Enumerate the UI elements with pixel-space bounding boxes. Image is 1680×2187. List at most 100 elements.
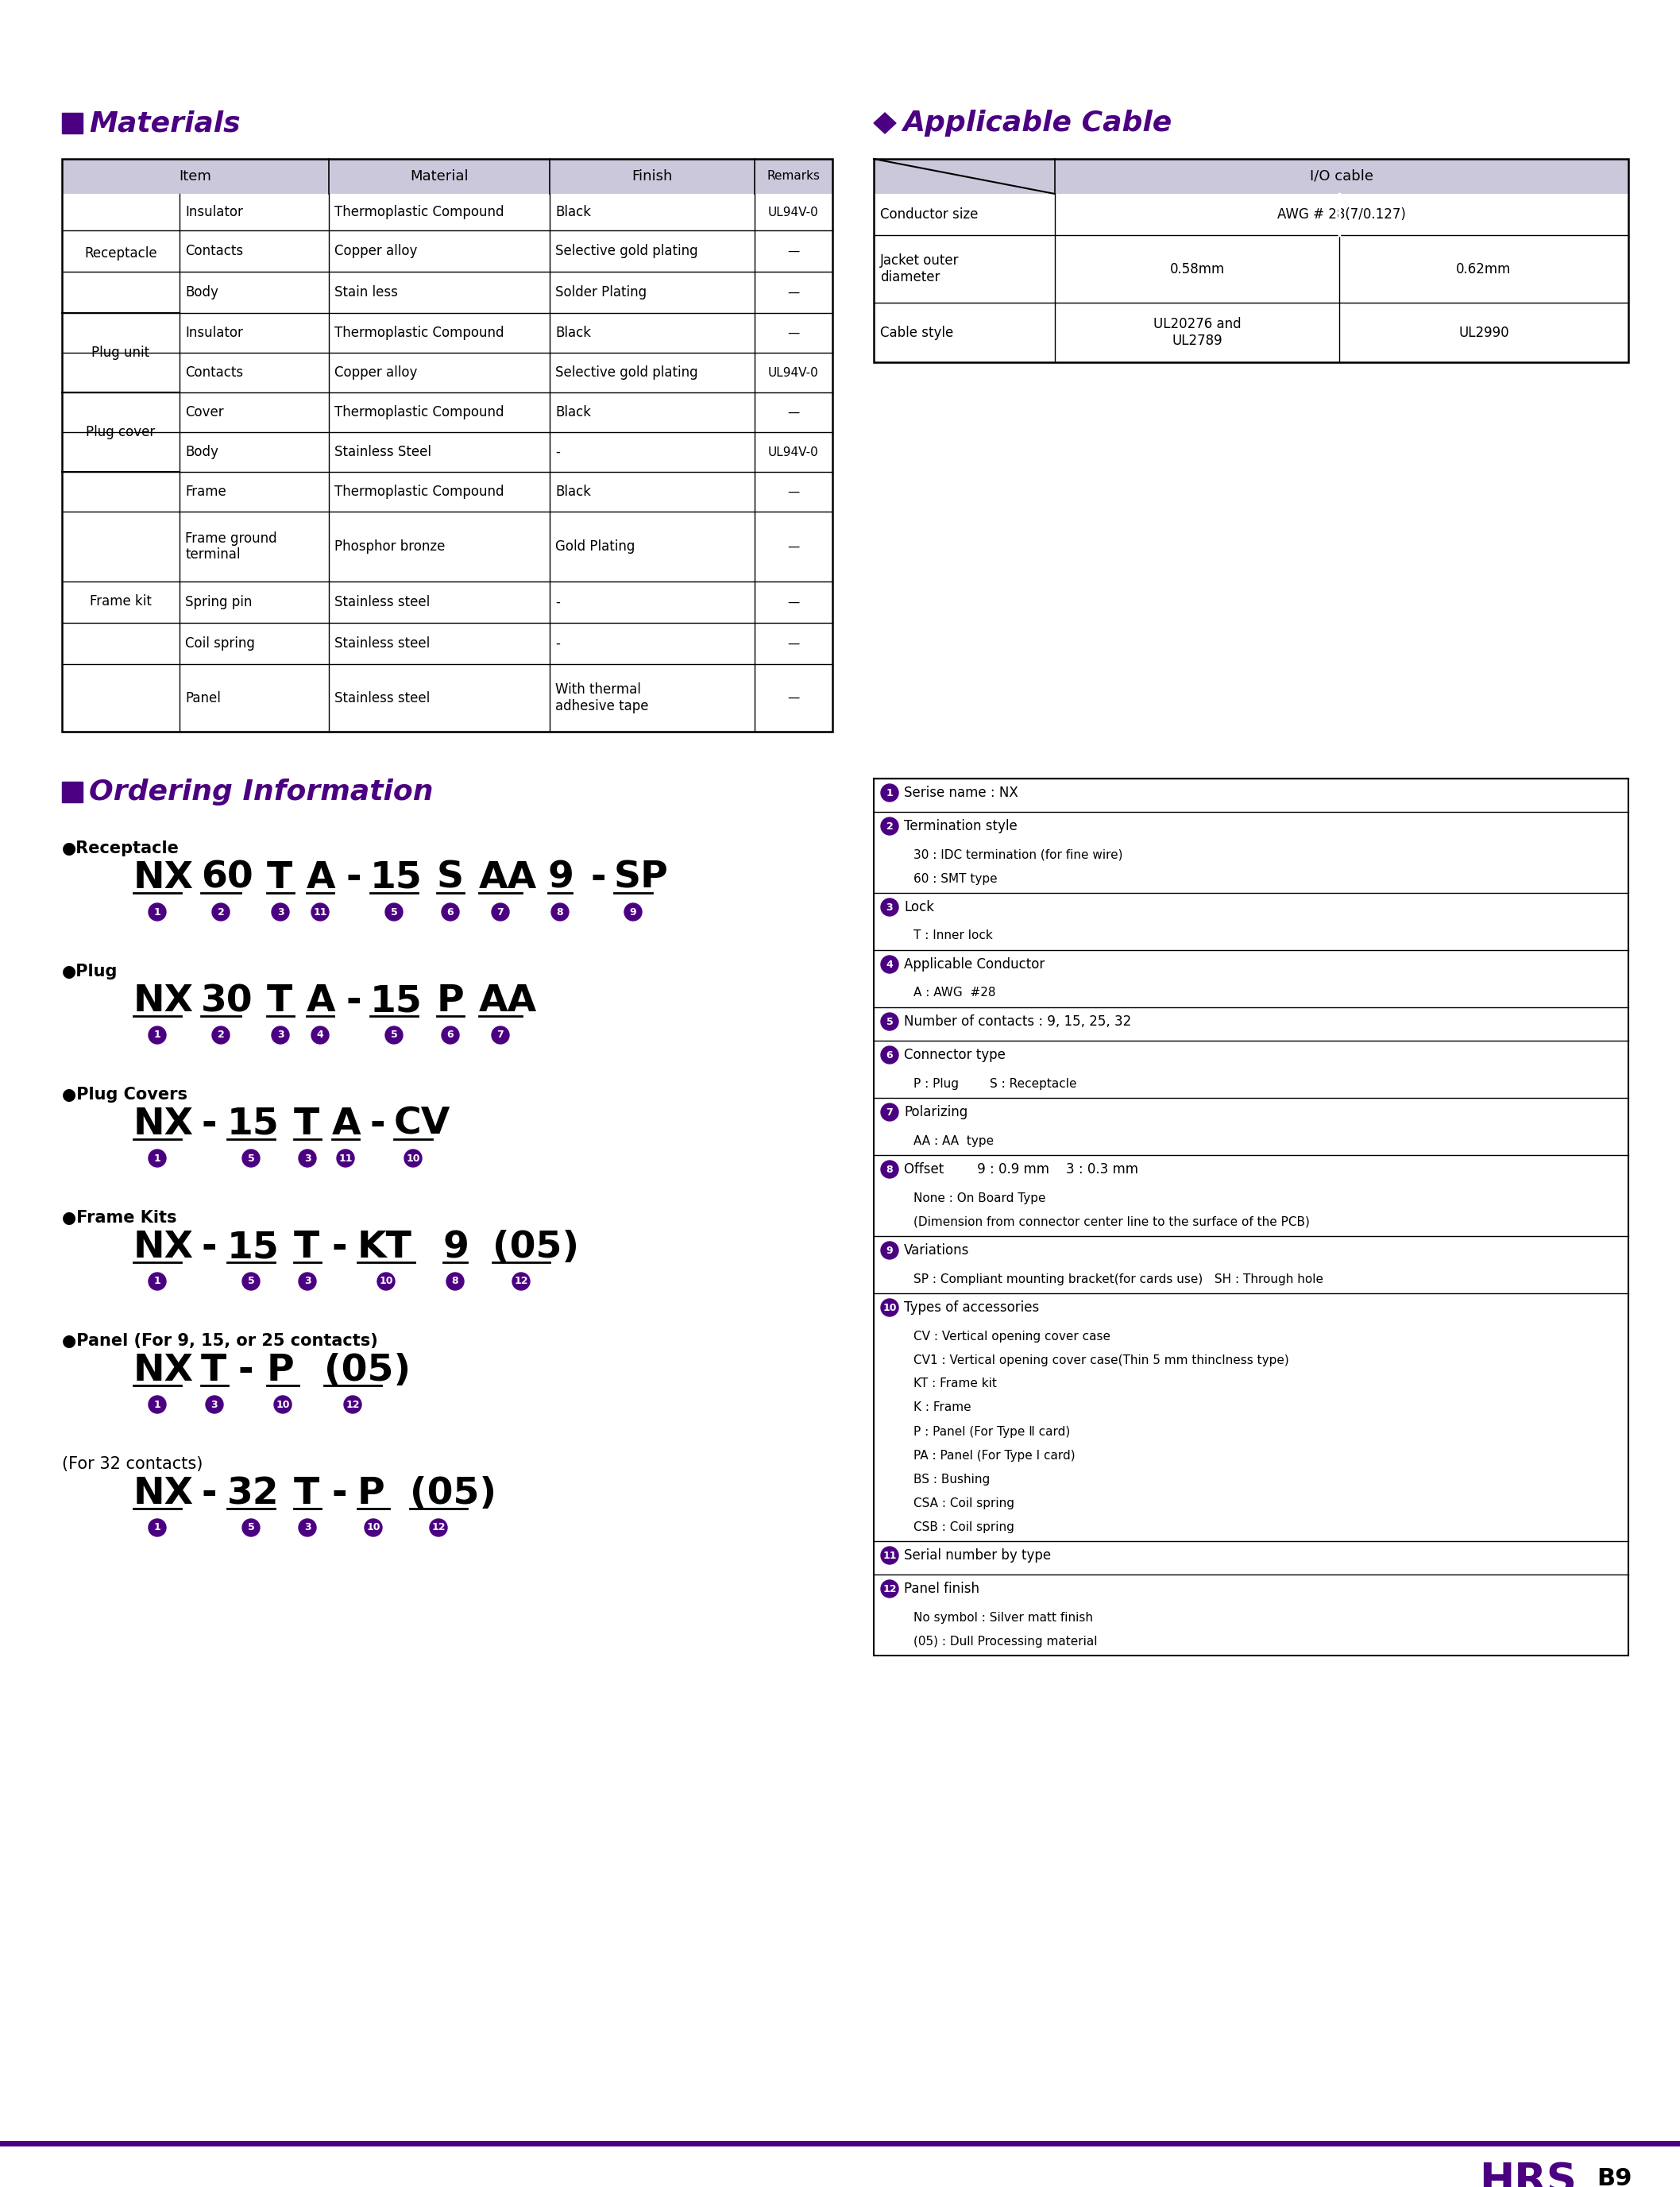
- Text: —: —: [788, 407, 800, 418]
- Circle shape: [148, 903, 166, 921]
- Text: Remarks: Remarks: [768, 171, 820, 182]
- Circle shape: [880, 1546, 899, 1564]
- Text: ●Plug: ●Plug: [62, 964, 118, 980]
- Circle shape: [299, 1150, 316, 1168]
- Text: 60 : SMT type: 60 : SMT type: [914, 873, 998, 884]
- Text: (05): (05): [324, 1354, 410, 1389]
- Text: Contacts: Contacts: [185, 245, 244, 258]
- Circle shape: [242, 1150, 260, 1168]
- Text: Stainless steel: Stainless steel: [334, 636, 430, 650]
- Text: 15: 15: [370, 859, 422, 897]
- Text: PA : Panel (For Type Ⅰ card): PA : Panel (For Type Ⅰ card): [914, 1450, 1075, 1461]
- Circle shape: [311, 903, 329, 921]
- Text: Offset        9 : 0.9 mm    3 : 0.3 mm: Offset 9 : 0.9 mm 3 : 0.3 mm: [904, 1161, 1139, 1177]
- Text: NX: NX: [133, 1354, 193, 1389]
- Text: T: T: [294, 1107, 319, 1142]
- Text: ●Receptacle: ●Receptacle: [62, 840, 180, 857]
- Text: P: P: [267, 1354, 294, 1389]
- Text: 15: 15: [227, 1107, 279, 1142]
- Text: -: -: [202, 1476, 217, 1511]
- Text: CV : Vertical opening cover case: CV : Vertical opening cover case: [914, 1330, 1110, 1343]
- Text: —: —: [788, 691, 800, 704]
- Text: HRS: HRS: [1478, 2161, 1578, 2187]
- Circle shape: [148, 1395, 166, 1413]
- Text: Applicable Cable: Applicable Cable: [902, 109, 1173, 136]
- Text: Stainless Steel: Stainless Steel: [334, 444, 432, 459]
- Circle shape: [242, 1520, 260, 1537]
- Text: Black: Black: [554, 206, 591, 219]
- Text: 10: 10: [380, 1277, 393, 1286]
- Text: Selective gold plating: Selective gold plating: [554, 365, 697, 381]
- Text: A: A: [307, 859, 336, 897]
- Text: 1: 1: [885, 787, 894, 798]
- Circle shape: [430, 1520, 447, 1537]
- Circle shape: [442, 1026, 459, 1043]
- Text: T : Inner lock: T : Inner lock: [914, 929, 993, 943]
- Text: 7: 7: [497, 1030, 504, 1041]
- Text: Receptacle: Receptacle: [84, 247, 158, 260]
- Text: T: T: [267, 984, 292, 1019]
- Text: 5: 5: [247, 1522, 254, 1533]
- Bar: [62, 114, 82, 133]
- Text: 4: 4: [316, 1030, 324, 1041]
- Circle shape: [551, 903, 570, 921]
- Circle shape: [336, 1150, 354, 1168]
- Circle shape: [311, 1026, 329, 1043]
- Circle shape: [212, 903, 230, 921]
- Text: -: -: [333, 1476, 348, 1511]
- Text: Jacket outer
diameter: Jacket outer diameter: [880, 254, 959, 284]
- Bar: [874, 779, 1628, 1656]
- Text: Body: Body: [185, 444, 218, 459]
- Text: SP : Compliant mounting bracket(for cards use)   SH : Through hole: SP : Compliant mounting bracket(for card…: [914, 1273, 1324, 1286]
- Text: 5: 5: [390, 1030, 398, 1041]
- Text: Lock: Lock: [904, 901, 934, 914]
- Text: UL94V-0: UL94V-0: [768, 367, 818, 378]
- Text: 32: 32: [227, 1476, 279, 1511]
- Circle shape: [447, 1273, 464, 1290]
- Text: Applicable Conductor: Applicable Conductor: [904, 958, 1045, 971]
- Text: Black: Black: [554, 405, 591, 420]
- Text: ●Frame Kits: ●Frame Kits: [62, 1209, 176, 1225]
- Text: UL20276 and
UL2789: UL20276 and UL2789: [1152, 317, 1242, 348]
- Text: 10: 10: [882, 1303, 897, 1312]
- Bar: [874, 160, 1628, 195]
- Text: AA: AA: [479, 984, 538, 1019]
- Circle shape: [148, 1273, 166, 1290]
- Text: 4: 4: [885, 960, 894, 969]
- Text: Contacts: Contacts: [185, 365, 244, 381]
- Circle shape: [880, 899, 899, 916]
- Text: BS : Bushing: BS : Bushing: [914, 1474, 990, 1485]
- Text: —: —: [788, 639, 800, 650]
- Text: 1: 1: [155, 1522, 161, 1533]
- Text: P: P: [358, 1476, 385, 1511]
- Text: AWG # 28(7/0.127): AWG # 28(7/0.127): [1277, 208, 1406, 221]
- Text: AA : AA  type: AA : AA type: [914, 1135, 995, 1146]
- Text: 10: 10: [366, 1522, 380, 1533]
- Circle shape: [242, 1273, 260, 1290]
- Text: A: A: [307, 984, 336, 1019]
- Text: Polarizing: Polarizing: [904, 1104, 968, 1120]
- Text: Black: Black: [554, 326, 591, 339]
- Text: UL2990: UL2990: [1458, 326, 1509, 339]
- Circle shape: [880, 1161, 899, 1179]
- Text: 15: 15: [227, 1229, 279, 1266]
- Circle shape: [880, 1299, 899, 1317]
- Text: 9: 9: [887, 1244, 894, 1255]
- Text: (05) : Dull Processing material: (05) : Dull Processing material: [914, 1636, 1097, 1647]
- Text: Number of contacts : 9, 15, 25, 32: Number of contacts : 9, 15, 25, 32: [904, 1015, 1131, 1028]
- Text: With thermal
adhesive tape: With thermal adhesive tape: [554, 682, 648, 713]
- Circle shape: [405, 1150, 422, 1168]
- Text: 1: 1: [155, 1030, 161, 1041]
- Text: —: —: [788, 540, 800, 553]
- Text: Cover: Cover: [185, 405, 223, 420]
- Text: 2: 2: [885, 820, 894, 831]
- Text: -: -: [333, 1229, 348, 1266]
- Text: Connector type: Connector type: [904, 1048, 1006, 1063]
- Text: 1: 1: [155, 1277, 161, 1286]
- Text: 8: 8: [556, 908, 563, 916]
- Text: 2: 2: [217, 908, 225, 916]
- Text: SP: SP: [613, 859, 669, 897]
- Circle shape: [492, 1026, 509, 1043]
- Text: T: T: [294, 1476, 319, 1511]
- Text: NX: NX: [133, 1476, 193, 1511]
